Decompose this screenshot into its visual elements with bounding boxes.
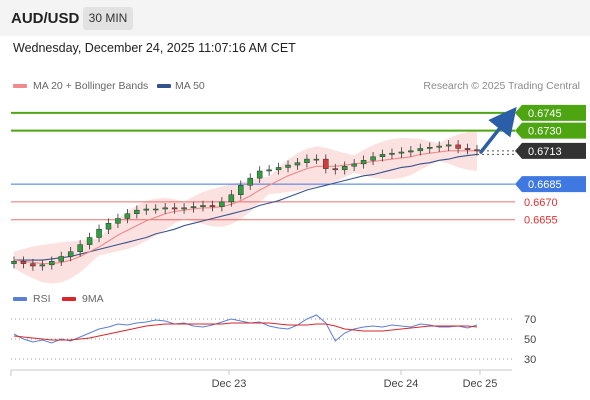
candle	[238, 180, 244, 200]
ma20-line	[13, 150, 477, 265]
x-tick-label: Dec 23	[212, 378, 247, 390]
ma9-legend-label: 9MA	[82, 293, 104, 305]
candle	[285, 160, 291, 173]
copyright-text: Research © 2025 Trading Central	[423, 80, 580, 92]
candle	[275, 162, 282, 175]
candle	[115, 213, 121, 228]
candle	[436, 141, 442, 152]
current-price-label: 0.6713	[528, 146, 562, 158]
level-label-0.6655: 0.6655	[524, 215, 558, 227]
candle	[408, 146, 414, 157]
ma9-legend-swatch	[62, 297, 76, 301]
candle	[11, 256, 17, 269]
candle	[445, 140, 452, 151]
candle	[143, 204, 150, 215]
candle	[379, 149, 386, 162]
ma20-legend-label: MA 20 + Bollinger Bands	[33, 80, 149, 92]
candle	[256, 166, 263, 183]
timestamp: Wednesday, December 24, 2025 11:07:16 AM…	[13, 41, 296, 55]
level-tag-0.6745	[515, 104, 586, 121]
candle	[455, 140, 461, 154]
candle	[294, 157, 301, 170]
candle	[171, 203, 178, 214]
candle	[417, 143, 424, 156]
candle	[67, 247, 74, 262]
header-bar: AUD/USD 30 MIN	[0, 0, 590, 36]
candle	[30, 258, 36, 271]
rsi-tick-70: 70	[524, 314, 536, 326]
candle	[228, 190, 235, 207]
candle	[96, 224, 102, 243]
candle	[266, 165, 272, 176]
forecast-arrow	[479, 106, 517, 154]
level-label-0.6685: 0.6685	[528, 179, 562, 191]
candle	[341, 161, 348, 175]
candle	[200, 200, 206, 212]
candle	[323, 154, 329, 174]
candle	[162, 203, 168, 214]
candle	[58, 251, 64, 266]
rsi-tick-30: 30	[524, 354, 536, 366]
ma50-legend-label: MA 50	[175, 80, 205, 92]
ma20-legend-swatch	[13, 84, 27, 88]
level-label-0.6670: 0.6670	[524, 197, 558, 209]
x-tick-label: Dec 24	[384, 378, 419, 390]
candle	[181, 203, 187, 214]
candle	[332, 163, 339, 175]
candle	[105, 218, 112, 234]
rsi-line	[13, 314, 478, 344]
candle	[152, 204, 159, 214]
candle	[351, 159, 357, 171]
candle	[86, 232, 93, 250]
timeframe-badge[interactable]: 30 MIN	[83, 7, 133, 30]
bollinger-band	[14, 130, 477, 284]
candle	[304, 154, 310, 168]
rsi-legend-swatch	[13, 297, 27, 301]
level-tag-0.6730	[515, 122, 586, 139]
candle	[427, 142, 433, 154]
x-tick-label: Dec 25	[463, 378, 498, 390]
candle	[247, 173, 253, 190]
rsi-9ma-line	[13, 322, 478, 341]
candle	[190, 201, 197, 213]
candle	[389, 148, 395, 160]
candle	[77, 239, 83, 257]
candle	[313, 154, 320, 164]
candle	[49, 256, 55, 270]
current-price-tag	[515, 142, 586, 159]
candle	[464, 143, 471, 155]
rsi-tick-50: 50	[524, 334, 536, 346]
candle	[219, 197, 225, 212]
candle	[124, 209, 131, 224]
candle	[39, 260, 46, 271]
rsi-legend-label: RSI	[33, 293, 51, 305]
level-label-0.6745: 0.6745	[528, 108, 562, 120]
ma50-legend-swatch	[157, 84, 171, 88]
candle	[20, 256, 27, 269]
symbol-title: AUD/USD	[11, 10, 80, 27]
level-label-0.6730: 0.6730	[528, 126, 562, 138]
candle	[398, 147, 405, 158]
level-tag-0.6685	[515, 176, 586, 193]
candle	[360, 155, 367, 169]
candle	[134, 205, 140, 219]
candle	[370, 152, 376, 166]
candle	[209, 200, 216, 212]
